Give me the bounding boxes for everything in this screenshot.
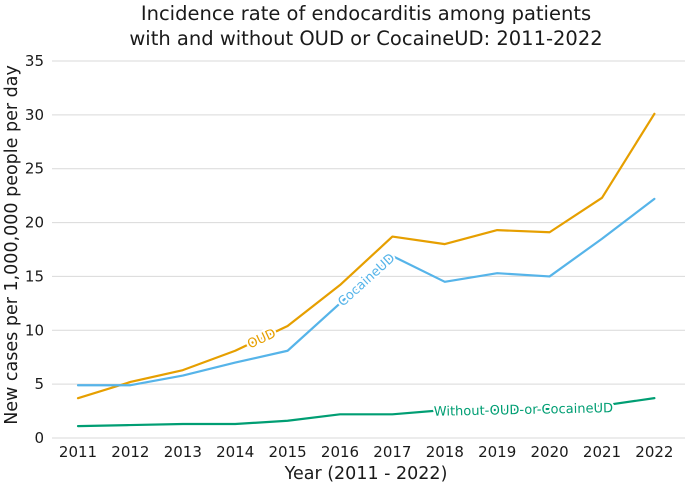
y-tick-label: 30 xyxy=(25,106,44,124)
x-tick-label: 2011 xyxy=(59,443,97,461)
x-tick-label: 2019 xyxy=(478,443,516,461)
x-tick-label: 2012 xyxy=(111,443,149,461)
x-tick-label: 2015 xyxy=(269,443,307,461)
gridlines xyxy=(52,60,685,439)
series-line-without-oud-or-cocaineud xyxy=(76,397,656,428)
chart-title-line-2: with and without OUD or CocaineUD: 2011-… xyxy=(129,27,602,50)
y-tick-label: 0 xyxy=(34,429,44,447)
y-axis-ticks: 0 5 10 15 20 25 30 35 xyxy=(25,52,44,447)
x-tick-label: 2013 xyxy=(164,443,202,461)
y-tick-label: 25 xyxy=(25,160,44,178)
y-tick-label: 15 xyxy=(25,267,44,285)
x-tick-label: 2021 xyxy=(583,443,621,461)
x-axis-label: Year (2011 - 2022) xyxy=(284,464,448,484)
series-line-oud xyxy=(76,112,656,400)
x-tick-label: 2022 xyxy=(635,443,673,461)
y-tick-label: 5 xyxy=(34,375,44,393)
y-tick-label: 10 xyxy=(25,321,44,339)
x-tick-label: 2020 xyxy=(531,443,569,461)
x-tick-label: 2014 xyxy=(216,443,254,461)
chart-title-line-1: Incidence rate of endocarditis among pat… xyxy=(141,2,591,25)
y-axis-label: New cases per 1,000,000 people per day xyxy=(2,65,22,425)
x-tick-label: 2017 xyxy=(373,443,411,461)
x-axis-ticks: 2011 2012 2013 2014 2015 2016 2017 2018 2019 2020… xyxy=(59,443,674,461)
series-lines xyxy=(76,112,656,428)
x-tick-label: 2018 xyxy=(426,443,464,461)
series-label: Without-OUD-or-CocaineUD xyxy=(434,401,614,420)
y-tick-label: 35 xyxy=(25,52,44,70)
y-tick-label: 20 xyxy=(25,214,44,232)
x-tick-label: 2016 xyxy=(321,443,359,461)
series-line-cocaineud xyxy=(76,197,656,387)
